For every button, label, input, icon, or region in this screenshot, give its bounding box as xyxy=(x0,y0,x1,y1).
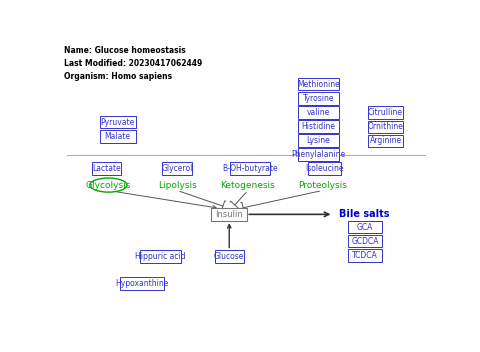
Text: Name: Glucose homeostasis: Name: Glucose homeostasis xyxy=(64,46,185,55)
Text: GCA: GCA xyxy=(357,222,373,232)
Text: Isoleucine: Isoleucine xyxy=(305,164,343,173)
FancyBboxPatch shape xyxy=(298,106,339,119)
FancyBboxPatch shape xyxy=(100,116,135,128)
FancyBboxPatch shape xyxy=(298,149,339,161)
Text: Arginine: Arginine xyxy=(370,136,402,145)
Text: Last Modified: 20230417062449: Last Modified: 20230417062449 xyxy=(64,59,202,68)
Text: Bile salts: Bile salts xyxy=(339,209,389,219)
FancyBboxPatch shape xyxy=(368,106,403,119)
FancyBboxPatch shape xyxy=(298,120,339,133)
FancyBboxPatch shape xyxy=(215,250,244,263)
FancyBboxPatch shape xyxy=(368,135,403,147)
FancyBboxPatch shape xyxy=(298,134,339,147)
Text: Lipolysis: Lipolysis xyxy=(158,181,196,190)
FancyBboxPatch shape xyxy=(163,162,192,175)
Text: valine: valine xyxy=(307,108,330,117)
FancyBboxPatch shape xyxy=(100,130,135,143)
Text: Hippuric acid: Hippuric acid xyxy=(135,252,186,261)
FancyBboxPatch shape xyxy=(298,78,339,90)
FancyBboxPatch shape xyxy=(140,250,180,263)
FancyBboxPatch shape xyxy=(92,162,121,175)
FancyBboxPatch shape xyxy=(348,221,382,233)
Text: B-OH-butyrate: B-OH-butyrate xyxy=(222,164,277,173)
Text: TCDCA: TCDCA xyxy=(352,251,378,260)
Text: Malate: Malate xyxy=(105,132,131,141)
Text: Lysine: Lysine xyxy=(307,136,330,145)
Ellipse shape xyxy=(90,178,127,192)
FancyBboxPatch shape xyxy=(348,235,382,247)
FancyBboxPatch shape xyxy=(308,162,341,175)
FancyBboxPatch shape xyxy=(229,162,270,175)
Text: GCDCA: GCDCA xyxy=(351,237,379,246)
Text: Ornithine: Ornithine xyxy=(368,122,403,131)
Text: Citrulline: Citrulline xyxy=(368,108,403,117)
Text: Tyrosine: Tyrosine xyxy=(303,94,334,103)
Text: Ketogenesis: Ketogenesis xyxy=(220,181,275,190)
Text: Pyruvate: Pyruvate xyxy=(100,118,135,127)
Text: Insulin: Insulin xyxy=(216,210,243,219)
Text: Phenylalanine: Phenylalanine xyxy=(291,150,346,159)
Text: Glucose: Glucose xyxy=(214,252,244,261)
Text: Methionine: Methionine xyxy=(297,80,340,89)
Text: Histidine: Histidine xyxy=(301,122,336,131)
Text: Organism: Homo sapiens: Organism: Homo sapiens xyxy=(64,72,172,81)
Text: Lactate: Lactate xyxy=(92,164,121,173)
Text: Hypoxanthine: Hypoxanthine xyxy=(115,279,168,288)
FancyBboxPatch shape xyxy=(211,208,247,221)
Text: Glycolysis: Glycolysis xyxy=(85,181,131,190)
FancyBboxPatch shape xyxy=(120,277,164,290)
FancyBboxPatch shape xyxy=(298,92,339,105)
FancyBboxPatch shape xyxy=(368,121,403,133)
FancyBboxPatch shape xyxy=(348,249,382,262)
Text: Proteolysis: Proteolysis xyxy=(298,181,347,190)
Text: Glycerol: Glycerol xyxy=(161,164,193,173)
